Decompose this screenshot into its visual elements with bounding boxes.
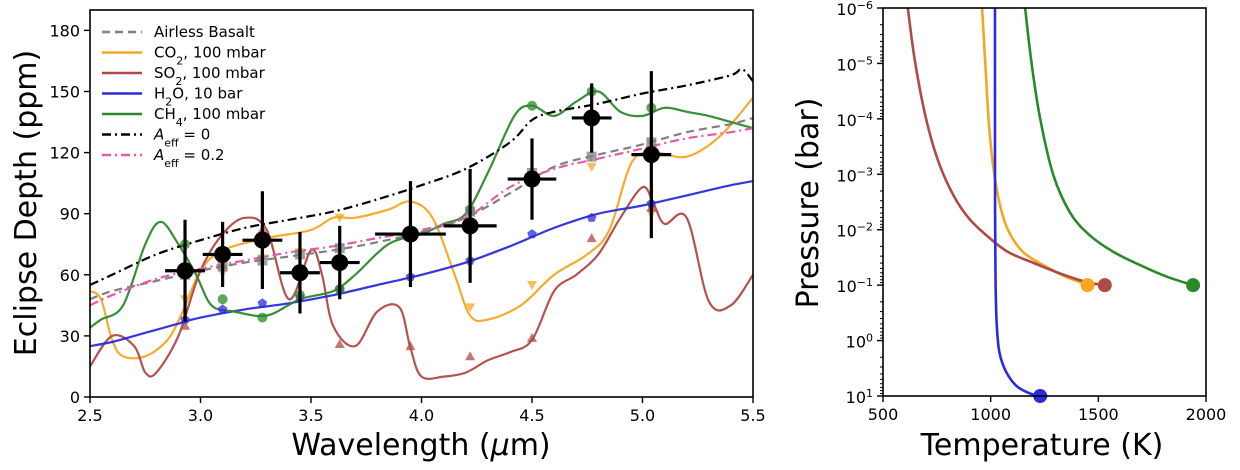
right-plot-frame xyxy=(882,7,1207,397)
marker-h2o-10-bar xyxy=(257,298,268,308)
marker-co2-100-mbar xyxy=(465,303,476,313)
observation-point xyxy=(214,245,232,263)
pt-endpoint xyxy=(1186,278,1201,293)
pt-profiles xyxy=(906,8,1201,403)
x-tick-label: 1000 xyxy=(970,405,1011,424)
x-tick-label: 5.5 xyxy=(740,406,765,425)
x-tick-label: 1500 xyxy=(1078,405,1119,424)
y-tick-label: 10−3 xyxy=(836,165,873,186)
legend-label-co2-100-mbar: CO2, 100 mbar xyxy=(154,44,267,68)
pt-line-so2-100-mbar xyxy=(906,8,1105,287)
y-tick-label: 150 xyxy=(49,82,80,101)
marker-so2-100-mbar xyxy=(180,320,191,330)
marker-co2-100-mbar xyxy=(334,213,345,223)
x-tick-label: 2000 xyxy=(1186,405,1227,424)
y-tick-label: 30 xyxy=(60,327,80,346)
marker-co2-100-mbar xyxy=(527,280,537,290)
legend-label-a-eff-0: Aeff = 0 xyxy=(153,126,210,150)
observation-point xyxy=(291,264,309,282)
observation-point xyxy=(253,231,271,249)
pt-endpoint xyxy=(1080,278,1095,293)
marker-h2o-10-bar xyxy=(217,304,228,314)
observation-point xyxy=(523,170,541,188)
x-tick-label: 4.0 xyxy=(409,406,434,425)
marker-so2-100-mbar xyxy=(465,351,476,361)
x-tick-label: 3.5 xyxy=(298,406,323,425)
marker-h2o-10-bar xyxy=(586,212,597,222)
y-tick-label: 10−5 xyxy=(836,54,873,75)
y-tick-label: 101 xyxy=(846,387,873,408)
series-line-ch4-100-mbar xyxy=(90,90,753,329)
pt-line-h2o-10-bar xyxy=(993,8,1041,396)
y-tick-label: 0 xyxy=(70,388,80,407)
observation-point xyxy=(401,225,419,243)
observation-point xyxy=(642,146,660,164)
observation-point xyxy=(461,217,479,235)
y-tick-label: 10−4 xyxy=(836,109,873,130)
marker-ch4-100-mbar xyxy=(217,294,228,305)
x-tick-label: 3.0 xyxy=(188,406,213,425)
y-tick-label: 180 xyxy=(49,21,80,40)
series-line-a-eff-0 xyxy=(90,67,753,286)
pressure-temperature-chart: 500 1000 1500 2000 10−6 10−5 10−4 10−3 10−2 10−1 1… xyxy=(791,0,1226,463)
legend-label-a-eff-0-2: Aeff = 0.2 xyxy=(153,146,225,170)
legend-label-h2o-10-bar: H2O, 10 bar xyxy=(154,85,243,109)
observation-point xyxy=(583,109,601,127)
x-tick-label: 4.5 xyxy=(519,406,544,425)
pt-line-ch4-100-mbar xyxy=(1023,8,1194,287)
marker-so2-100-mbar xyxy=(334,339,345,349)
marker-airless-basalt xyxy=(586,151,597,162)
legend-label-airless-basalt: Airless Basalt xyxy=(154,23,255,41)
series-line-h2o-10-bar xyxy=(90,180,753,348)
left-x-axis-label: Wavelength (μm) xyxy=(291,428,550,463)
x-tick-label: 500 xyxy=(868,405,899,424)
marker-so2-100-mbar xyxy=(527,332,537,342)
marker-so2-100-mbar xyxy=(405,341,416,351)
eclipse-depth-chart: 2.5 3.0 3.5 4.0 4.5 5.0 5.5 0 30 60 90 120 150 180 Wa… xyxy=(9,9,766,463)
right-lines xyxy=(906,8,1194,396)
legend-label-so2-100-mbar: SO2, 100 mbar xyxy=(154,64,266,88)
series-line-co2-100-mbar xyxy=(90,96,753,360)
right-y-axis-label: Pressure (bar) xyxy=(791,98,826,309)
y-tick-label: 90 xyxy=(60,205,80,224)
observation-point xyxy=(176,262,194,280)
right-axis-ticks: 500 1000 1500 2000 10−6 10−5 10−4 10−3 10−2 10−1 1… xyxy=(836,0,1226,424)
x-tick-label: 5.0 xyxy=(630,406,655,425)
y-tick-label: 60 xyxy=(60,266,80,285)
observations xyxy=(165,71,672,322)
legend-label-ch4-100-mbar: CH4, 100 mbar xyxy=(154,105,266,129)
series-line-so2-100-mbar xyxy=(90,185,753,380)
left-axis-ticks: 2.5 3.0 3.5 4.0 4.5 5.0 5.5 0 30 60 90 120 150 180 xyxy=(49,21,765,425)
band-averaged-markers xyxy=(180,86,657,361)
y-tick-label: 10−1 xyxy=(836,276,873,297)
marker-h2o-10-bar xyxy=(527,229,537,239)
x-tick-label: 2.5 xyxy=(77,406,102,425)
marker-ch4-100-mbar xyxy=(257,312,268,323)
y-tick-label: 100 xyxy=(846,331,873,352)
y-tick-label: 10−2 xyxy=(836,220,873,241)
observation-point xyxy=(331,254,349,272)
pt-line-co2-100-mbar xyxy=(980,8,1089,287)
right-x-axis-label: Temperature (K) xyxy=(920,428,1164,463)
marker-co2-100-mbar xyxy=(586,162,597,172)
pt-endpoint xyxy=(1097,278,1112,293)
left-y-axis-label: Eclipse Depth (ppm) xyxy=(9,50,44,356)
marker-ch4-100-mbar xyxy=(527,100,537,111)
marker-so2-100-mbar xyxy=(586,233,597,243)
y-tick-label: 10−6 xyxy=(836,0,873,19)
y-tick-label: 120 xyxy=(49,144,80,163)
